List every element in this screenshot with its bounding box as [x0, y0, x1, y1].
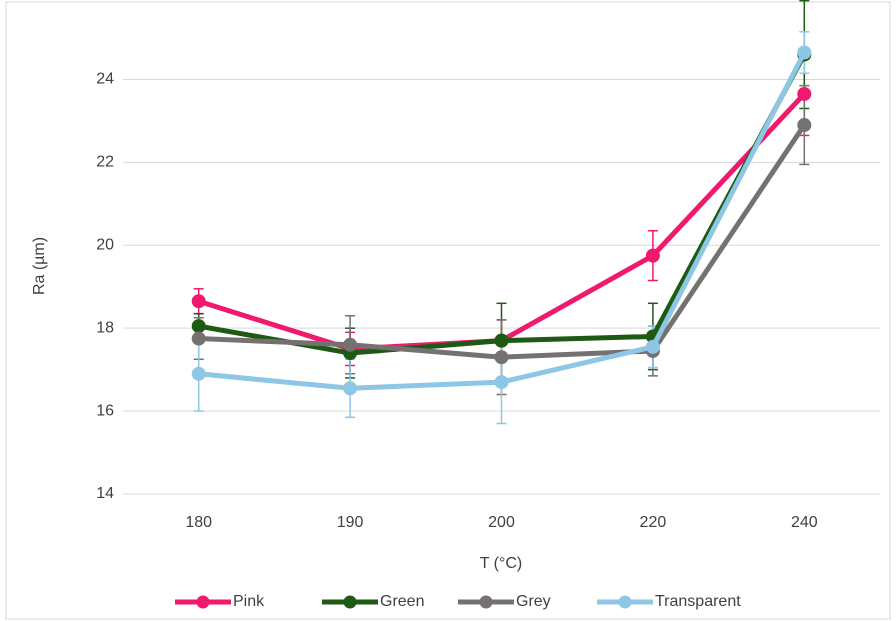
legend-marker: [343, 595, 357, 609]
point: [191, 331, 206, 346]
y-tick-label: 16: [96, 402, 114, 419]
point: [645, 339, 660, 354]
legend-marker: [479, 595, 493, 609]
point: [494, 375, 509, 390]
x-tick-label: 200: [488, 514, 515, 531]
x-tick-label: 220: [640, 514, 667, 531]
y-tick-label: 18: [96, 319, 114, 336]
point: [797, 118, 812, 133]
x-tick-label: 190: [337, 514, 364, 531]
point: [494, 350, 509, 365]
point: [191, 366, 206, 381]
legend-marker: [196, 595, 210, 609]
y-tick-label: 22: [96, 154, 114, 171]
y-axis-label: Ra (µm): [31, 237, 48, 295]
x-tick-label: 240: [791, 514, 818, 531]
point: [191, 319, 206, 334]
point: [797, 45, 812, 60]
y-tick-label: 20: [96, 236, 114, 253]
x-tick-label: 180: [185, 514, 212, 531]
legend-marker: [618, 595, 632, 609]
legend-label: Transparent: [655, 593, 741, 610]
point: [191, 294, 206, 309]
legend-label: Green: [380, 593, 424, 610]
y-tick-label: 14: [96, 485, 114, 502]
point: [797, 86, 812, 101]
point: [645, 248, 660, 263]
x-axis-label: T (°C): [480, 555, 523, 572]
legend-label: Grey: [516, 593, 551, 610]
point: [494, 333, 509, 348]
y-tick-label: 24: [96, 71, 114, 88]
legend-label: Pink: [233, 593, 265, 610]
point: [343, 381, 358, 396]
chart-frame: [5, 1, 891, 620]
point: [343, 337, 358, 352]
